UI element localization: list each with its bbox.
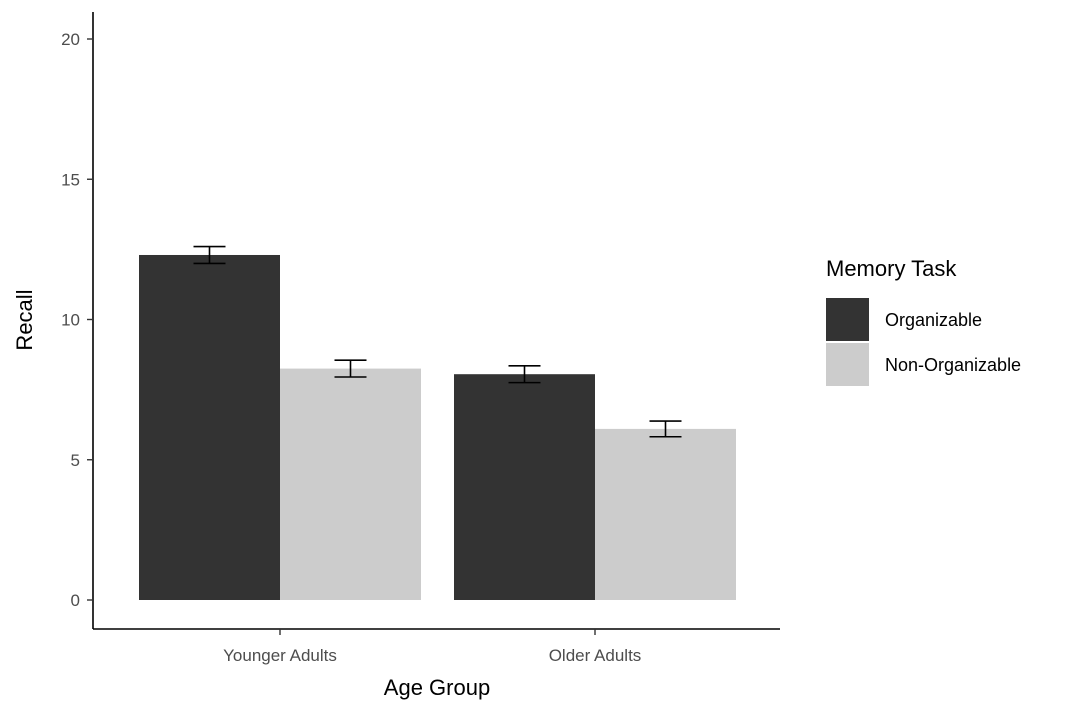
y-ticks: 0 5 10 15 20 [61,30,93,610]
x-tick-label: Younger Adults [223,646,337,665]
y-tick-label: 10 [61,311,80,330]
errorbars-layer [193,245,682,438]
legend-key-0 [826,298,869,341]
error-bar-0-0 [193,245,226,265]
y-axis-title: Recall [12,289,37,350]
bar-0-1 [454,374,595,600]
y-tick-label: 20 [61,30,80,49]
x-tick-label: Older Adults [549,646,642,665]
x-axis-title: Age Group [384,675,490,700]
legend-title: Memory Task [826,256,957,281]
error-bar-1-1 [649,420,682,438]
axes-layer [92,12,780,630]
bar-0-0 [139,254,280,601]
y-tick-label: 15 [61,170,80,189]
y-tick-label: 5 [71,451,80,470]
legend-key-1 [826,343,869,386]
bar-1-1 [595,428,736,600]
bar-1-0 [280,368,421,600]
legend-label-1: Non-Organizable [885,355,1021,375]
legend-items: Organizable Non-Organizable [826,298,1021,386]
y-tick-label: 0 [71,591,80,610]
bars-layer [139,254,736,601]
legend-label-0: Organizable [885,310,982,330]
x-ticks: Younger Adults Older Adults [223,629,641,665]
error-bar-1-0 [334,359,367,378]
error-bar-0-1 [508,364,541,384]
legend: Memory Task Organizable Non-Organizable [826,256,1021,386]
